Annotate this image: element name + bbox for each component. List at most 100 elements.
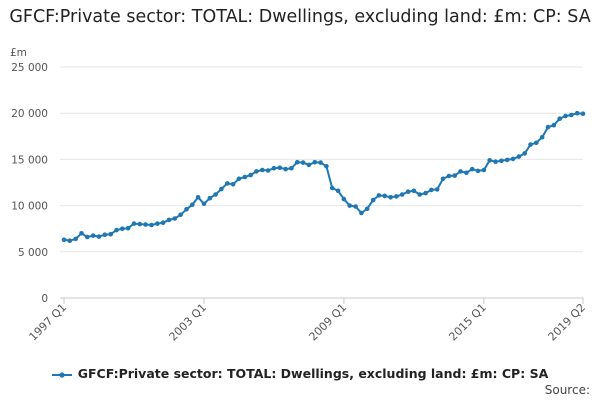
data-point[interactable] — [557, 116, 562, 121]
data-point[interactable] — [96, 234, 102, 239]
data-point[interactable] — [464, 170, 469, 176]
data-point[interactable] — [388, 195, 393, 200]
data-point[interactable] — [265, 168, 271, 173]
data-point[interactable] — [260, 167, 265, 173]
data-point[interactable] — [399, 192, 405, 197]
data-point[interactable] — [178, 212, 183, 218]
data-point[interactable] — [236, 176, 242, 182]
data-point[interactable] — [522, 151, 527, 156]
data-point[interactable] — [277, 165, 283, 170]
data-point[interactable] — [289, 165, 294, 171]
data-point[interactable] — [429, 187, 434, 193]
data-point[interactable] — [160, 220, 166, 225]
data-point[interactable] — [475, 168, 481, 174]
data-point[interactable] — [458, 169, 463, 174]
data-point[interactable] — [131, 221, 137, 226]
data-point[interactable] — [254, 169, 259, 174]
data-point[interactable] — [61, 237, 67, 243]
data-point[interactable] — [329, 185, 335, 191]
data-point[interactable] — [248, 172, 253, 178]
data-point[interactable] — [108, 231, 113, 237]
data-point[interactable] — [125, 225, 131, 231]
data-point[interactable] — [563, 113, 568, 119]
data-point[interactable] — [300, 160, 306, 165]
data-point[interactable] — [120, 226, 125, 231]
data-point[interactable] — [364, 206, 370, 212]
data-point[interactable] — [551, 122, 557, 128]
data-point[interactable] — [195, 195, 201, 200]
y-tick-label: 20 000 — [11, 108, 48, 120]
data-point[interactable] — [423, 190, 428, 196]
data-point[interactable] — [510, 156, 516, 162]
data-point[interactable] — [201, 201, 207, 207]
data-point[interactable] — [353, 204, 358, 209]
data-point[interactable] — [376, 193, 382, 198]
data-point[interactable] — [143, 222, 148, 227]
data-point[interactable] — [394, 194, 399, 199]
x-tick-label: 2015 Q1 — [446, 301, 489, 344]
data-point[interactable] — [499, 158, 504, 164]
data-point[interactable] — [469, 166, 475, 172]
data-point[interactable] — [318, 160, 323, 165]
data-point[interactable] — [481, 167, 487, 173]
series-layer — [61, 110, 586, 243]
data-point[interactable] — [574, 110, 580, 116]
data-point[interactable] — [312, 159, 318, 165]
grid-lines — [60, 66, 583, 299]
data-point[interactable] — [184, 207, 189, 212]
data-point[interactable] — [90, 233, 96, 238]
data-point[interactable] — [230, 182, 236, 187]
data-point[interactable] — [283, 166, 288, 172]
y-tick-label: 5 000 — [18, 247, 48, 259]
data-point[interactable] — [452, 173, 458, 178]
data-point[interactable] — [114, 227, 119, 233]
legend[interactable]: GFCF:Private sector: TOTAL: Dwellings, e… — [0, 366, 600, 381]
data-point[interactable] — [190, 202, 195, 207]
data-point[interactable] — [528, 142, 533, 147]
data-point[interactable] — [539, 134, 545, 140]
data-point[interactable] — [545, 124, 551, 130]
data-point[interactable] — [434, 187, 440, 192]
data-point[interactable] — [102, 232, 108, 237]
data-point[interactable] — [324, 164, 329, 169]
data-point[interactable] — [405, 189, 411, 194]
data-point[interactable] — [411, 188, 417, 194]
data-point[interactable] — [166, 217, 172, 223]
data-point[interactable] — [580, 111, 586, 116]
data-point[interactable] — [504, 157, 510, 163]
data-point[interactable] — [382, 193, 388, 199]
data-point[interactable] — [370, 197, 376, 203]
data-point[interactable] — [295, 159, 300, 165]
data-point[interactable] — [516, 154, 522, 159]
y-axis-ticks: 0 5 000 10 000 15 000 20 000 25 000 — [11, 62, 48, 305]
data-point[interactable] — [335, 188, 341, 194]
data-point[interactable] — [79, 231, 84, 236]
data-point[interactable] — [534, 140, 539, 146]
data-point[interactable] — [440, 176, 446, 182]
data-point[interactable] — [341, 196, 347, 202]
data-point[interactable] — [207, 195, 213, 201]
y-tick-label: 10 000 — [11, 201, 48, 213]
y-tick-label: 15 000 — [11, 154, 48, 166]
data-point[interactable] — [219, 186, 224, 192]
data-point[interactable] — [359, 210, 364, 216]
data-point[interactable] — [172, 216, 178, 221]
data-point[interactable] — [306, 162, 312, 168]
data-point[interactable] — [225, 181, 230, 186]
data-point[interactable] — [155, 221, 160, 226]
data-point[interactable] — [73, 236, 78, 242]
data-point[interactable] — [67, 238, 73, 243]
data-point[interactable] — [347, 203, 353, 208]
data-point[interactable] — [417, 192, 423, 197]
data-point[interactable] — [569, 112, 574, 118]
data-point[interactable] — [137, 221, 143, 227]
data-point[interactable] — [242, 174, 248, 180]
data-point[interactable] — [213, 192, 218, 197]
data-point[interactable] — [487, 158, 493, 163]
data-point[interactable] — [446, 173, 452, 179]
data-point[interactable] — [271, 165, 277, 171]
data-point[interactable] — [149, 222, 154, 228]
data-point[interactable] — [493, 159, 498, 164]
data-point[interactable] — [85, 234, 90, 240]
